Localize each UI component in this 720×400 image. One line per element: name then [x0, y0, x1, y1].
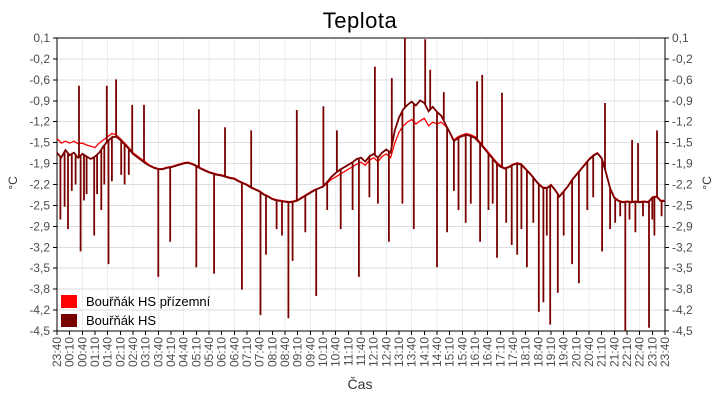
x-tick-label: 22:10 [620, 337, 634, 367]
x-tick-label: 23:10 [645, 337, 659, 367]
y-tick-label-left: -4,5 [29, 324, 50, 338]
y-tick-label-left: -0,6 [29, 73, 50, 87]
x-tick-label: 20:10 [569, 337, 583, 367]
y-tick-label-left: -2,2 [29, 178, 50, 192]
x-tick-label: 17:40 [506, 337, 520, 367]
y-tick-label-left: -3,2 [29, 240, 50, 254]
y-tick-label-left: -2,5 [29, 198, 50, 212]
y-tick-label-left: 0,1 [33, 31, 50, 45]
x-tick-label: 22:40 [633, 337, 647, 367]
x-tick-label: 06:40 [227, 337, 241, 367]
x-tick-label: 09:10 [291, 337, 305, 367]
y-tick-label-right: -1,2 [672, 115, 693, 129]
x-tick-label: 03:10 [139, 337, 153, 367]
y-tick-label-left: -2,9 [29, 219, 50, 233]
x-tick-label: 23:40 [50, 337, 64, 367]
x-tick-label: 12:40 [379, 337, 393, 367]
x-tick-label: 01:40 [101, 337, 115, 367]
x-tick-label: 03:40 [151, 337, 165, 367]
x-tick-label: 15:10 [443, 337, 457, 367]
y-tick-label-left: -1,2 [29, 115, 50, 129]
chart-title: Teplota [322, 8, 398, 33]
y-tick-label-right: -0,9 [672, 94, 693, 108]
legend-item: Bouřňák HS [61, 311, 210, 330]
y-axis-title-left: °C [6, 176, 20, 190]
series-line-1 [56, 38, 665, 331]
y-tick-label-right: -3,5 [672, 261, 693, 275]
y-tick-label-right: -2,9 [672, 219, 693, 233]
x-tick-label: 07:40 [253, 337, 267, 367]
x-tick-label: 09:40 [303, 337, 317, 367]
x-tick-label: 17:10 [493, 337, 507, 367]
y-tick-label-left: -4,2 [29, 303, 50, 317]
y-tick-label-right: -0,6 [672, 73, 693, 87]
x-tick-label: 19:10 [544, 337, 558, 367]
y-tick-label-left: -3,5 [29, 261, 50, 275]
x-tick-label: 13:10 [392, 337, 406, 367]
y-tick-label-right: -2,2 [672, 178, 693, 192]
x-tick-label: 08:40 [278, 337, 292, 367]
x-axis-title: Čas [347, 376, 373, 392]
x-tick-label: 11:40 [354, 337, 368, 366]
x-tick-label: 05:40 [202, 337, 216, 367]
x-tick-label: 02:10 [113, 337, 127, 367]
x-tick-label: 12:10 [367, 337, 381, 367]
legend-swatch-hs [61, 314, 77, 327]
y-tick-label-left: -1,5 [29, 136, 50, 150]
x-tick-label: 14:10 [417, 337, 431, 367]
legend-label-hs: Bouřňák HS [86, 313, 157, 328]
x-tick-label: 11:10 [341, 337, 355, 366]
x-tick-label: 18:10 [519, 337, 533, 367]
x-tick-label: 00:40 [75, 337, 89, 367]
x-tick-label: 16:10 [468, 337, 482, 367]
y-axis-title-right: °C [700, 176, 714, 190]
y-tick-label-left: -3,8 [29, 282, 50, 296]
y-tick-label-left: -1,9 [29, 157, 50, 171]
y-tick-label-right: -0,2 [672, 52, 693, 66]
legend: Bouřňák HS přízemní Bouřňák HS [61, 292, 210, 330]
x-tick-label: 14:40 [430, 337, 444, 367]
y-tick-label-right: -1,9 [672, 157, 693, 171]
x-tick-label: 18:40 [531, 337, 545, 367]
x-tick-label: 21:10 [595, 337, 609, 367]
x-tick-label: 01:10 [88, 337, 102, 367]
x-tick-label: 08:10 [265, 337, 279, 367]
x-tick-label: 10:40 [329, 337, 343, 367]
legend-label-prizemni: Bouřňák HS přízemní [86, 294, 211, 309]
x-tick-label: 04:10 [164, 337, 178, 367]
y-tick-label-right: -1,5 [672, 136, 693, 150]
legend-swatch-prizemni [61, 295, 77, 308]
y-tick-label-left: -0,9 [29, 94, 50, 108]
y-tick-label-right: -3,2 [672, 240, 693, 254]
x-tick-label: 05:10 [189, 337, 203, 367]
x-tick-label: 13:40 [405, 337, 419, 367]
x-tick-label: 07:10 [240, 337, 254, 367]
x-tick-label: 02:40 [126, 337, 140, 367]
x-tick-label: 20:40 [582, 337, 596, 367]
x-tick-label: 15:40 [455, 337, 469, 367]
x-tick-label: 04:40 [177, 337, 191, 367]
x-tick-label: 16:40 [481, 337, 495, 367]
x-tick-label: 00:10 [63, 337, 77, 367]
x-tick-label: 21:40 [607, 337, 621, 367]
x-tick-label: 06:10 [215, 337, 229, 367]
y-tick-label-left: -0,2 [29, 52, 50, 66]
x-tick-label: 23:40 [658, 337, 672, 367]
y-tick-label-right: -4,5 [672, 324, 693, 338]
y-tick-label-right: 0,1 [672, 31, 689, 45]
x-tick-label: 10:10 [316, 337, 330, 367]
y-tick-label-right: -4,2 [672, 303, 693, 317]
legend-item: Bouřňák HS přízemní [61, 292, 210, 311]
x-tick-label: 19:40 [557, 337, 571, 367]
y-tick-label-right: -2,5 [672, 198, 693, 212]
y-tick-label-right: -3,8 [672, 282, 693, 296]
